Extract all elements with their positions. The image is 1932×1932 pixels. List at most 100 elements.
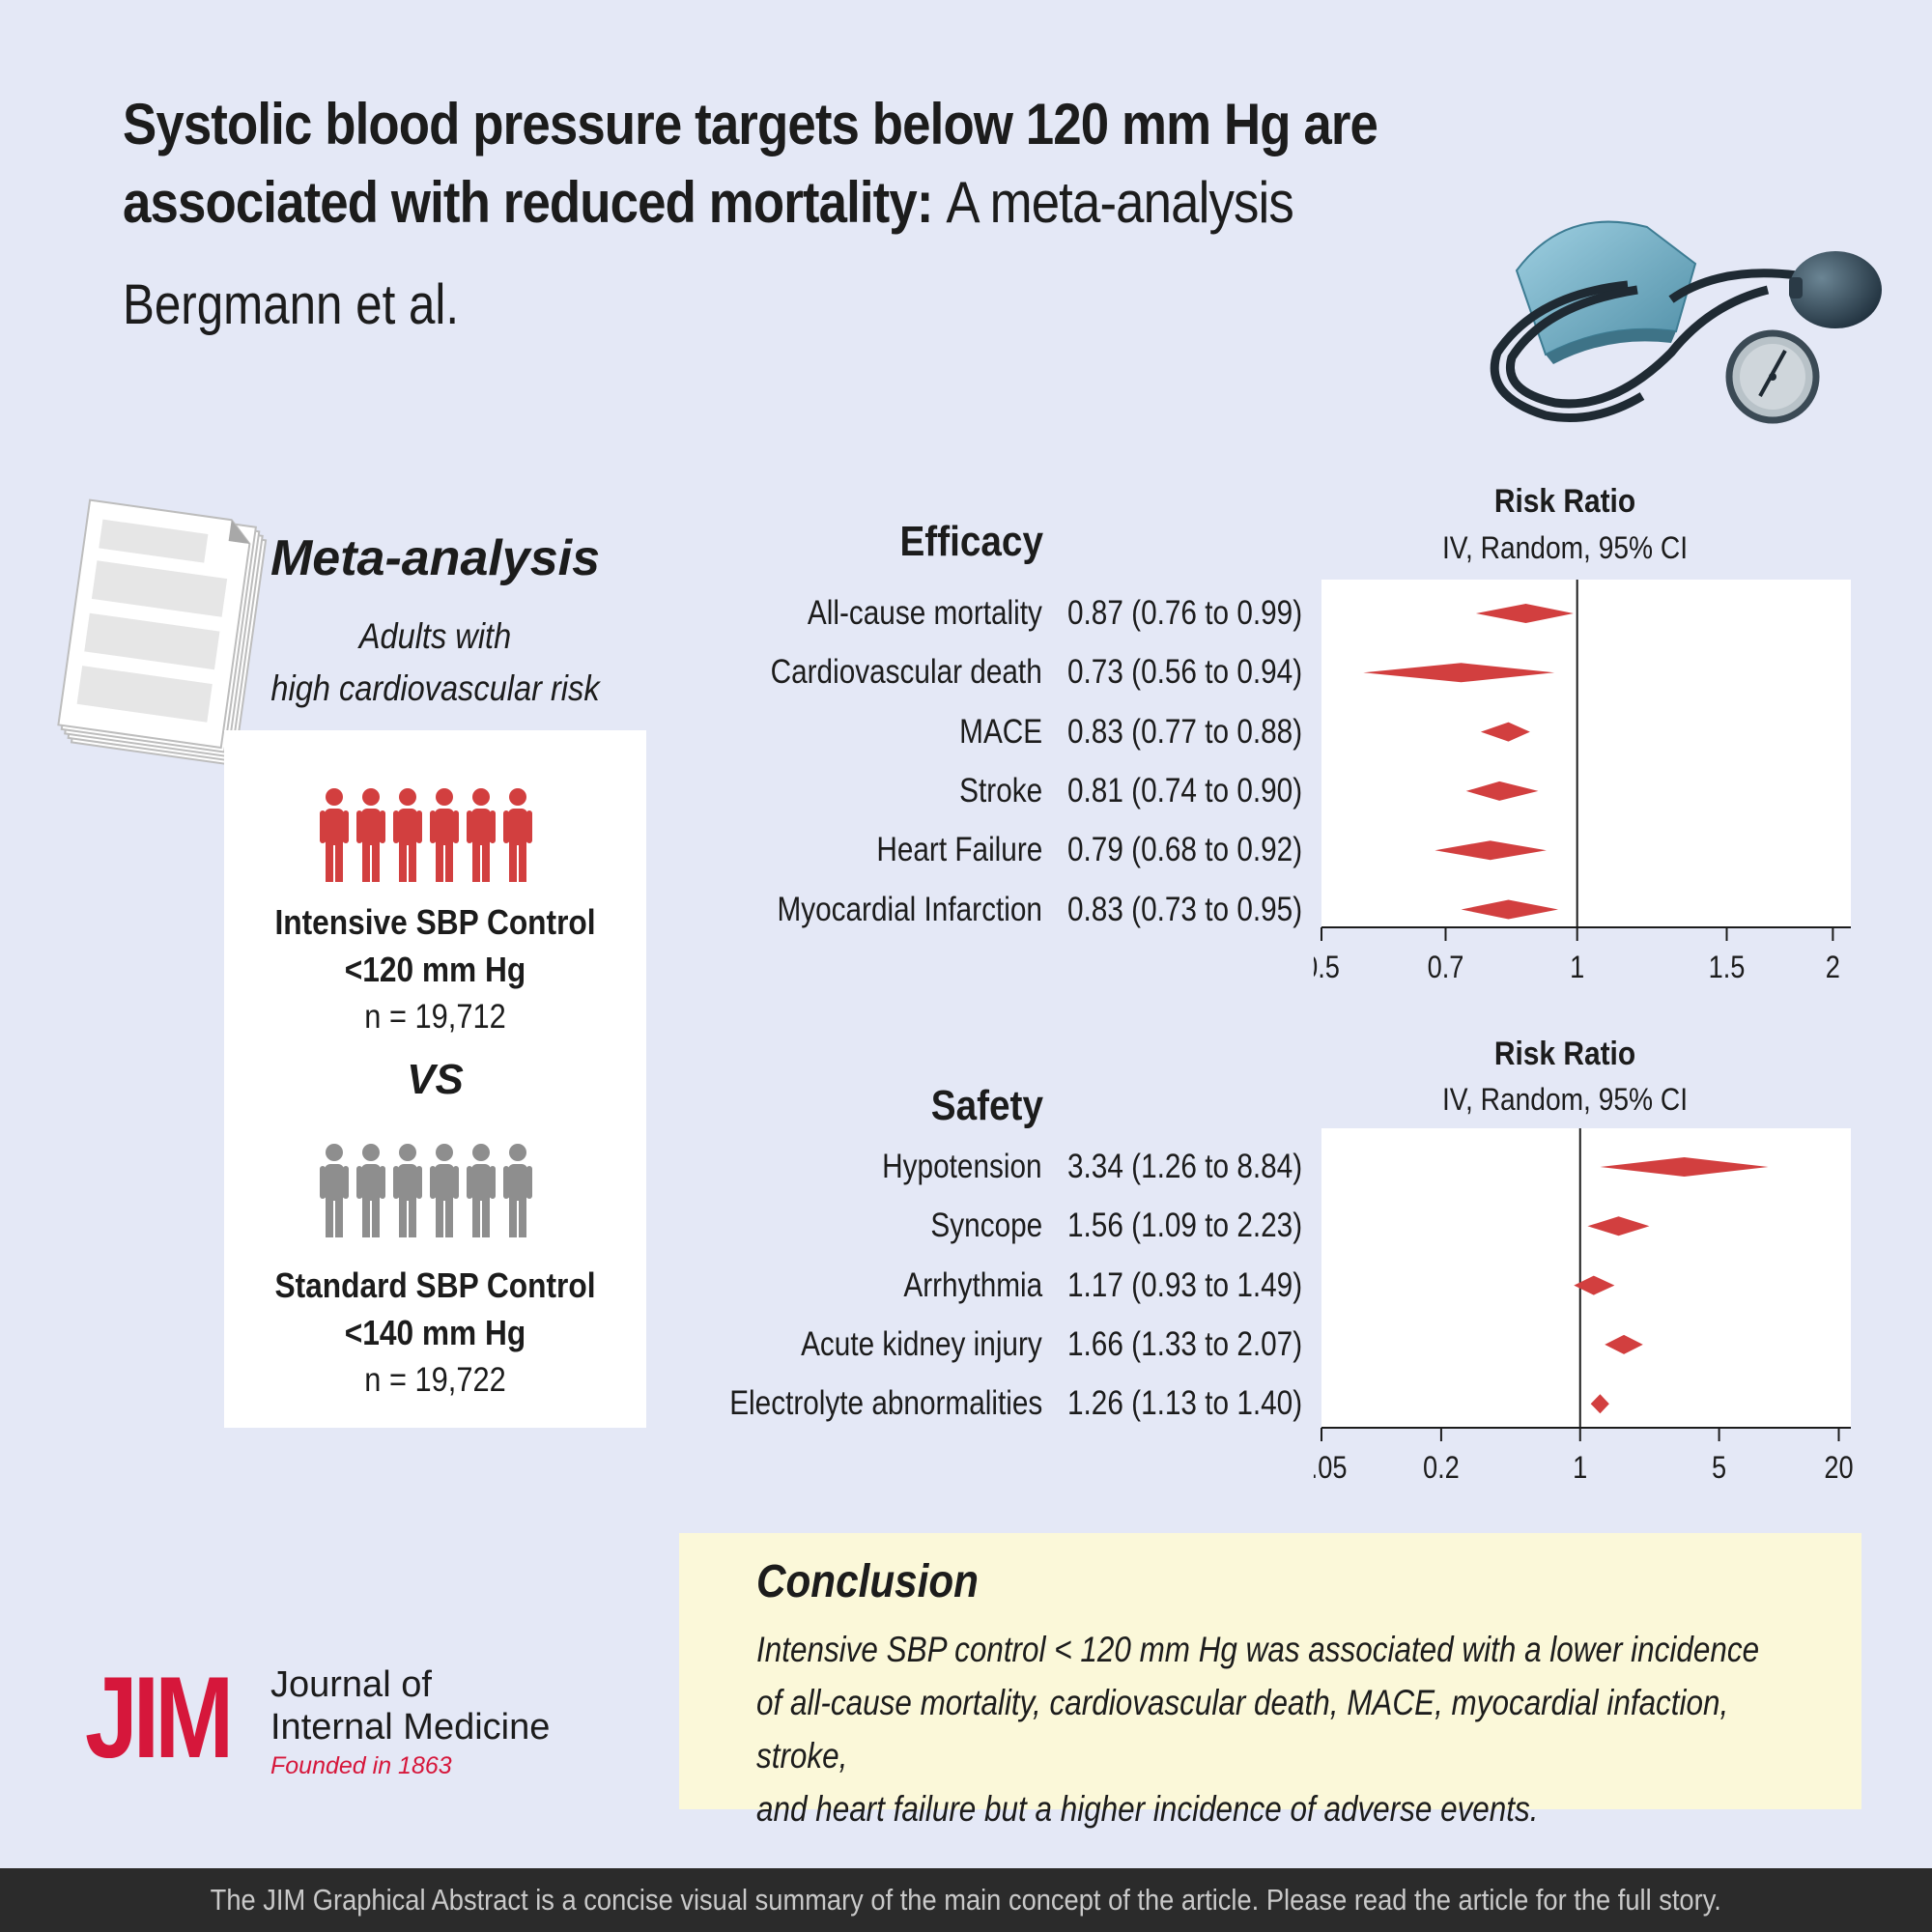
person-icon bbox=[320, 788, 349, 882]
intensive-group-people-icon bbox=[320, 788, 532, 882]
footer-bar: The JIM Graphical Abstract is a concise … bbox=[0, 1868, 1932, 1932]
journal-founded: Founded in 1863 bbox=[270, 1752, 452, 1779]
row-estimate: 1.66 (1.33 to 2.07) bbox=[1067, 1324, 1303, 1363]
study-arms-panel bbox=[224, 730, 646, 1428]
standard-target: <140 mm Hg bbox=[344, 1313, 526, 1352]
estimate-diamond bbox=[1363, 663, 1555, 683]
x-tick-label: 2 bbox=[1826, 951, 1840, 985]
safety-axis-subtitle: IV, Random, 95% CI bbox=[1441, 1082, 1689, 1117]
efficacy-axis-title: Risk Ratio bbox=[1493, 483, 1636, 520]
row-label: All-cause mortality bbox=[807, 594, 1042, 632]
row-label: Myocardial Infarction bbox=[777, 890, 1042, 928]
safety-forest-plot: 0.05 0.2 1 5 20 bbox=[1314, 1128, 1854, 1486]
person-icon bbox=[393, 788, 422, 882]
row-label: Arrhythmia bbox=[903, 1265, 1042, 1304]
row-estimate: 0.79 (0.68 to 0.92) bbox=[1067, 831, 1303, 869]
conclusion-heading: Conclusion bbox=[756, 1556, 979, 1607]
plot-background bbox=[1321, 580, 1851, 927]
footer-text: The JIM Graphical Abstract is a concise … bbox=[210, 1883, 1722, 1917]
authors: Bergmann et al. bbox=[123, 273, 460, 336]
row-estimate: 1.26 (1.13 to 1.40) bbox=[1067, 1384, 1303, 1423]
conclusion-line-3: and heart failure but a higher incidence… bbox=[756, 1789, 1539, 1829]
x-tick-label: 0.7 bbox=[1428, 951, 1464, 985]
population-line-1: Adults with bbox=[358, 616, 512, 656]
conclusion-text: Intensive SBP control < 120 mm Hg was as… bbox=[756, 1623, 1800, 1835]
journal-name: Journal of Internal Medicine bbox=[270, 1663, 550, 1748]
person-icon bbox=[393, 1144, 422, 1237]
intensive-n: n = 19,712 bbox=[364, 998, 506, 1036]
estimate-diamond bbox=[1574, 1275, 1615, 1295]
vs-label: VS bbox=[407, 1056, 464, 1103]
conclusion-box bbox=[679, 1533, 1861, 1809]
estimate-diamond bbox=[1600, 1157, 1769, 1177]
x-tick-label: 0.2 bbox=[1423, 1451, 1460, 1486]
intensive-arm: Intensive SBP Control <120 mm Hg n = 19,… bbox=[249, 898, 621, 1040]
x-tick-label: 1 bbox=[1570, 951, 1584, 985]
person-icon bbox=[503, 788, 532, 882]
x-tick-label: 0.5 bbox=[1314, 951, 1340, 985]
estimate-diamond bbox=[1587, 1216, 1650, 1236]
row-estimate: 0.87 (0.76 to 0.99) bbox=[1067, 594, 1303, 632]
person-icon bbox=[356, 788, 385, 882]
person-icon bbox=[320, 1144, 349, 1237]
safety-axis-title: Risk Ratio bbox=[1493, 1036, 1636, 1072]
x-tick-label: 1 bbox=[1573, 1451, 1587, 1486]
row-estimate: 1.17 (0.93 to 1.49) bbox=[1067, 1265, 1303, 1304]
person-icon bbox=[430, 788, 459, 882]
x-tick-label: 0.05 bbox=[1314, 1451, 1347, 1486]
standard-arm: Standard SBP Control <140 mm Hg n = 19,7… bbox=[249, 1262, 621, 1404]
person-icon bbox=[356, 1144, 385, 1237]
x-tick-label: 1.5 bbox=[1709, 951, 1746, 985]
journal-name-line-2: Internal Medicine bbox=[270, 1707, 551, 1747]
estimate-diamond bbox=[1461, 899, 1559, 920]
person-icon bbox=[467, 1144, 496, 1237]
row-label: Acute kidney injury bbox=[801, 1324, 1042, 1363]
efficacy-forest-plot: 0.5 0.7 1 1.5 2 bbox=[1314, 580, 1851, 985]
x-tick-label: 20 bbox=[1824, 1451, 1853, 1486]
row-label: MACE bbox=[959, 712, 1042, 751]
estimate-diamond bbox=[1475, 604, 1574, 623]
row-label: Heart Failure bbox=[876, 831, 1042, 869]
standard-label: Standard SBP Control bbox=[274, 1265, 596, 1305]
row-label: Electrolyte abnormalities bbox=[728, 1384, 1042, 1423]
row-label: Syncope bbox=[930, 1207, 1042, 1245]
page-title: Systolic blood pressure targets below 12… bbox=[123, 85, 1449, 242]
estimate-diamond bbox=[1590, 1394, 1609, 1414]
row-estimate: 0.83 (0.73 to 0.95) bbox=[1067, 890, 1303, 928]
person-icon bbox=[467, 788, 496, 882]
intensive-target: <120 mm Hg bbox=[344, 950, 526, 989]
conclusion-line-1: Intensive SBP control < 120 mm Hg was as… bbox=[756, 1630, 1760, 1669]
population-line-2: high cardiovascular risk bbox=[270, 668, 600, 708]
row-estimate: 0.81 (0.74 to 0.90) bbox=[1067, 771, 1303, 810]
conclusion-line-2: of all-cause mortality, cardiovascular d… bbox=[756, 1683, 1729, 1776]
blood-pressure-monitor-icon bbox=[1490, 220, 1882, 424]
person-icon bbox=[430, 1144, 459, 1237]
row-label: Hypotension bbox=[882, 1148, 1042, 1185]
title-subtitle: A meta-analysis bbox=[946, 170, 1293, 235]
papers-stack-icon bbox=[57, 498, 268, 767]
intensive-label: Intensive SBP Control bbox=[274, 902, 596, 942]
journal-name-line-1: Journal of bbox=[270, 1664, 432, 1705]
standard-group-people-icon bbox=[320, 1144, 532, 1237]
plot-background bbox=[1321, 1128, 1851, 1428]
row-label: Cardiovascular death bbox=[770, 653, 1042, 692]
row-estimate: 1.56 (1.09 to 2.23) bbox=[1067, 1207, 1303, 1245]
study-population: Adults with high cardiovascular risk bbox=[249, 611, 621, 715]
row-estimate: 3.34 (1.26 to 8.84) bbox=[1067, 1148, 1303, 1185]
study-heading: Meta-analysis bbox=[270, 530, 601, 586]
title-bold: Systolic blood pressure targets below 12… bbox=[123, 92, 1378, 235]
efficacy-axis-subtitle: IV, Random, 95% CI bbox=[1441, 530, 1689, 565]
estimate-diamond bbox=[1435, 840, 1547, 861]
safety-heading: Safety bbox=[930, 1082, 1043, 1129]
estimate-diamond bbox=[1480, 722, 1530, 742]
person-icon bbox=[503, 1144, 532, 1237]
estimate-diamond bbox=[1465, 781, 1539, 801]
row-estimate: 0.73 (0.56 to 0.94) bbox=[1067, 653, 1303, 692]
standard-n: n = 19,722 bbox=[364, 1361, 506, 1399]
row-estimate: 0.83 (0.77 to 0.88) bbox=[1067, 712, 1303, 751]
x-tick-label: 5 bbox=[1712, 1451, 1726, 1486]
efficacy-heading: Efficacy bbox=[899, 518, 1043, 565]
row-label: Stroke bbox=[959, 771, 1042, 810]
jim-logo: JIM bbox=[85, 1653, 234, 1782]
estimate-diamond bbox=[1605, 1334, 1643, 1354]
